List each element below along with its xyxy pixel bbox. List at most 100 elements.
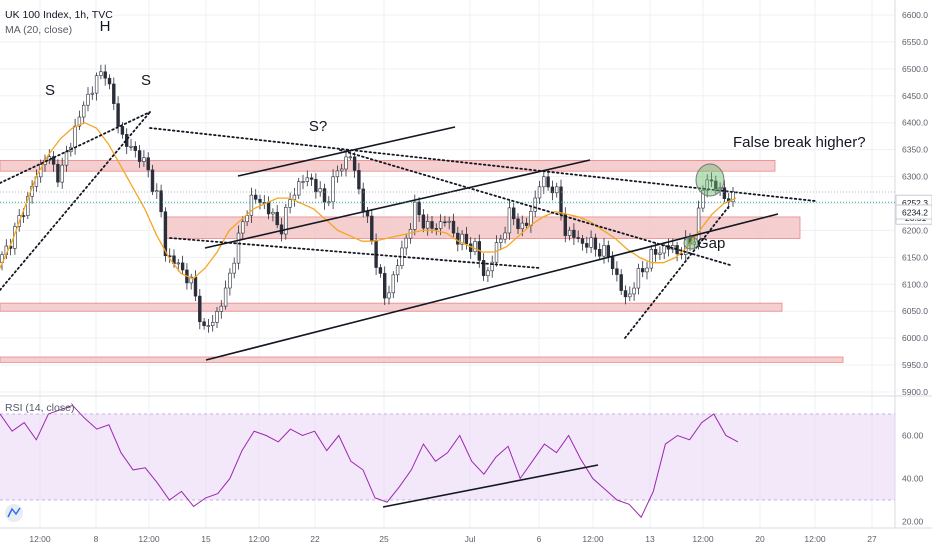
candle-body-108 [464, 233, 469, 245]
price-tick-6: 6300.0 [902, 172, 928, 182]
candle-body-65 [279, 224, 284, 235]
time-tick-14: 27 [867, 534, 877, 544]
candle-body-107 [460, 233, 464, 245]
candle-body-14 [60, 164, 64, 183]
candle-body-15 [64, 151, 69, 166]
candle-body-54 [232, 262, 236, 274]
trendline-3 [205, 213, 779, 361]
time-tick-7: Jul [465, 534, 476, 544]
candle-body-70 [301, 181, 305, 183]
tradingview-logo-mark [7, 507, 21, 518]
candles [0, 64, 735, 333]
candle-body-139 [597, 249, 602, 257]
candle-body-25 [107, 77, 112, 85]
candle-body-27 [116, 103, 120, 127]
candle-body-63 [271, 211, 275, 215]
candle-body-168 [722, 187, 727, 199]
candle-body-113 [486, 270, 490, 276]
candle-body-26 [112, 83, 116, 104]
label-gap: Gap [697, 235, 725, 252]
gap-circle [683, 236, 699, 250]
candle-body-42 [180, 262, 185, 271]
candle-body-103 [443, 221, 447, 224]
candle-body-132 [567, 229, 572, 236]
label-s-question: S? [309, 118, 327, 135]
candle-body-81 [348, 156, 352, 159]
candle-body-114 [490, 261, 494, 272]
candle-body-22 [94, 75, 99, 94]
candle-body-59 [254, 194, 258, 200]
candle-body-89 [382, 273, 387, 299]
candle-body-164 [705, 179, 709, 191]
candle-body-56 [241, 221, 245, 234]
sr-zone-4 [0, 356, 844, 363]
candle-body-58 [249, 194, 254, 216]
candle-body-73 [314, 179, 318, 193]
candle-body-52 [223, 287, 228, 307]
candle-body-118 [507, 207, 512, 234]
ma-legend[interactable]: MA (20, close) [5, 24, 73, 36]
candle-body-102 [438, 221, 443, 229]
rsi-tick-2: 20.00 [902, 517, 924, 527]
price-tick-13: 5950.0 [902, 360, 928, 370]
candle-body-34 [146, 157, 150, 171]
candle-body-53 [228, 272, 232, 289]
candle-body-68 [292, 194, 297, 200]
candle-body-19 [82, 104, 86, 118]
candle-body-55 [236, 232, 241, 264]
price-tick-4: 6400.0 [902, 118, 928, 128]
candle-body-88 [378, 267, 383, 274]
candle-body-161 [692, 241, 697, 245]
candle-body-36 [155, 190, 159, 193]
candle-body-104 [447, 220, 451, 223]
candle-body-28 [120, 126, 125, 135]
symbol-title[interactable]: UK 100 Index, 1h, TVC [5, 9, 113, 21]
candle-body-124 [533, 197, 537, 212]
candle-body-92 [395, 265, 400, 276]
candle-body-135 [580, 238, 585, 244]
candle-body-145 [623, 290, 628, 298]
candle-body-20 [86, 93, 90, 106]
candle-body-67 [288, 199, 292, 208]
candle-body-98 [421, 214, 426, 229]
candle-body-154 [662, 245, 666, 254]
rsi-trendline [382, 464, 599, 508]
candle-body-31 [133, 146, 137, 151]
dotted-line-1 [0, 111, 151, 184]
candle-body-153 [658, 252, 662, 255]
candle-body-72 [309, 177, 314, 180]
level-text: 6234.2 [902, 208, 928, 218]
sr-zone-3 [0, 302, 783, 312]
candle-body-165 [709, 179, 714, 182]
level-tag [895, 204, 932, 220]
rsi-legend[interactable]: RSI (14, close) [5, 402, 75, 414]
dotted-line-4 [339, 149, 731, 266]
candle-body-150 [645, 267, 649, 273]
candle-body-47 [202, 321, 206, 326]
candle-body-33 [142, 157, 146, 162]
candle-body-151 [649, 249, 654, 269]
candle-body-18 [77, 116, 82, 127]
price-tick-14: 5900.0 [902, 387, 928, 397]
candle-body-46 [198, 295, 202, 323]
dotted-line-6 [624, 204, 731, 339]
candle-body-13 [56, 163, 60, 183]
candle-body-141 [606, 245, 611, 258]
candle-body-152 [653, 249, 658, 255]
candle-body-6 [26, 196, 30, 216]
time-tick-1: 8 [94, 534, 99, 544]
dotted-line-5 [169, 237, 541, 269]
candle-body-122 [524, 222, 529, 226]
candle-body-119 [511, 207, 516, 220]
candle-body-35 [150, 169, 155, 192]
candle-body-129 [554, 186, 559, 194]
candle-body-115 [494, 242, 499, 263]
dotted-line-2 [0, 111, 151, 291]
time-tick-3: 15 [201, 534, 211, 544]
false-break-circle [695, 163, 725, 197]
candle-body-66 [284, 207, 288, 235]
candle-body-143 [615, 268, 619, 275]
tradingview-logo-icon [5, 504, 23, 522]
candle-body-80 [344, 156, 348, 170]
